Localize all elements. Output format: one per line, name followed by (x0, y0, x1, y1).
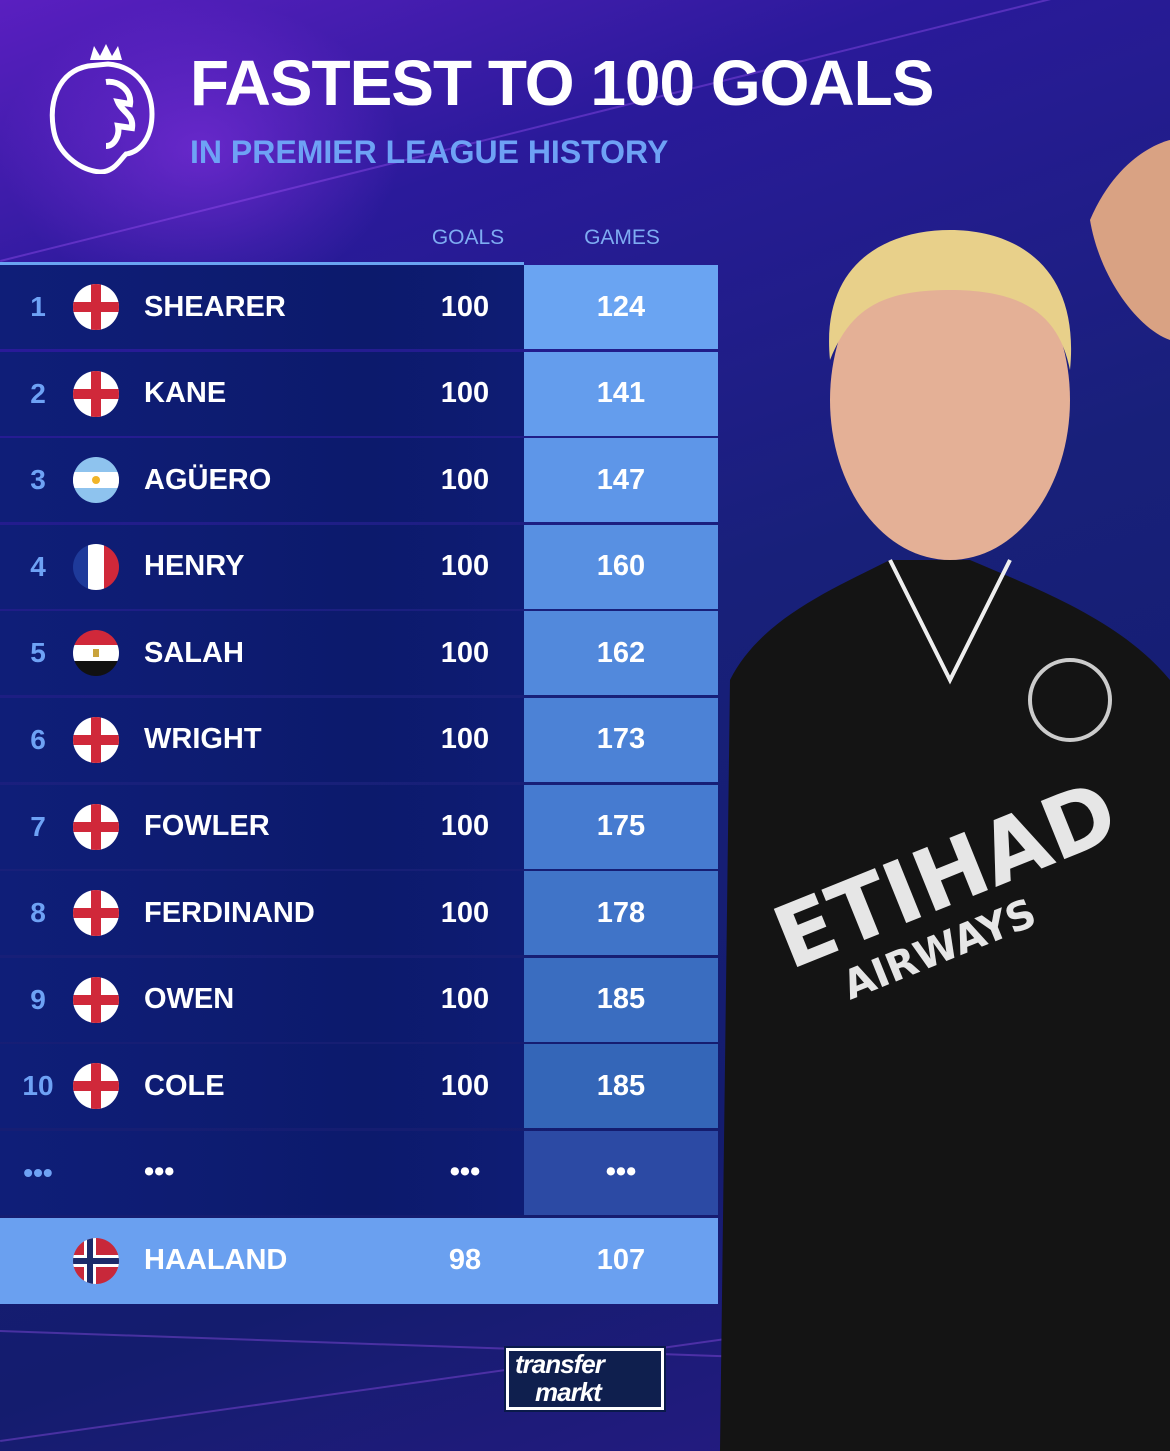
games-value: 160 (596, 550, 646, 583)
player-name: HENRY (144, 550, 245, 583)
table-row: 4 HENRY 100 160 (0, 524, 718, 609)
goals-value: 100 (440, 550, 490, 583)
ranking-table: 1 SHEARER 100 124 2 KANE 100 141 3 AGÜERO 100 147 4 H… (0, 262, 718, 1306)
rank: 5 (30, 637, 46, 669)
column-header-games: GAMES (584, 226, 660, 249)
goals-value: 100 (440, 377, 490, 410)
games-cell-bg (524, 524, 718, 609)
player-name: HAALAND (144, 1244, 288, 1277)
games-value: 162 (596, 636, 646, 669)
games-value: 175 (596, 810, 646, 843)
games-cell-bg (524, 957, 718, 1042)
row-bg (0, 1130, 524, 1215)
games-cell-bg (524, 1217, 718, 1304)
background-glow (0, 0, 400, 300)
rank: 1 (30, 291, 46, 322)
page-title: FASTEST TO 100 GOALS (190, 47, 934, 119)
games-value: 173 (596, 723, 646, 756)
games-value: 107 (596, 1244, 646, 1277)
flag-england-icon (72, 976, 120, 1024)
games-cell-bg (524, 784, 718, 869)
rank: ••• (23, 1156, 53, 1188)
player-name: KANE (144, 377, 227, 410)
games-cell-bg (524, 265, 718, 349)
games-cell-bg (524, 697, 718, 782)
table-row: 7 FOWLER 100 175 (0, 784, 718, 869)
games-cell-bg (524, 871, 718, 956)
table-row: 8 FERDINAND 100 178 (0, 871, 718, 956)
flag-egypt-icon (72, 629, 120, 677)
games-cell-bg (524, 351, 718, 436)
goals-value: 100 (440, 896, 490, 929)
flag-england-icon (72, 283, 120, 331)
premier-league-logo (49, 44, 155, 174)
table-row: 10 COLE 100 185 (0, 1044, 718, 1129)
table-row: 2 KANE 100 141 (0, 351, 718, 436)
rank: 6 (30, 723, 46, 755)
goals-value: 98 (448, 1244, 482, 1277)
flag-england-icon (72, 1062, 120, 1110)
flag-england-icon (72, 716, 120, 764)
games-value: 124 (596, 290, 646, 323)
flag-argentina-icon (72, 456, 120, 504)
highlight-row: HAALAND 98 107 (0, 1217, 718, 1304)
flag-france-icon (72, 543, 120, 591)
games-cell-bg (524, 1130, 718, 1215)
page-subtitle: IN PREMIER LEAGUE HISTORY (190, 134, 669, 170)
goals-value: 100 (440, 723, 490, 756)
player-name: COLE (144, 1069, 225, 1102)
player-name: ••• (144, 1156, 175, 1189)
rank: 9 (30, 983, 46, 1015)
rank: 8 (30, 897, 46, 929)
table-row: 9 OWEN 100 185 (0, 957, 718, 1042)
player-name: SALAH (144, 636, 244, 669)
goals-value: 100 (440, 1069, 490, 1102)
goals-value: 100 (440, 290, 490, 323)
table-row: ••• ••• ••• ••• (0, 1130, 718, 1215)
flag-england-icon (72, 803, 120, 851)
table-row: 1 SHEARER 100 124 (0, 265, 718, 349)
games-value: 178 (596, 896, 646, 929)
rank: 10 (22, 1070, 54, 1102)
rank: 2 (30, 377, 46, 409)
games-cell-bg (524, 438, 718, 523)
transfermarkt-logo: transfer markt (504, 1346, 666, 1412)
player-name: FERDINAND (144, 896, 315, 929)
games-value: 185 (596, 983, 646, 1016)
player-name: SHEARER (144, 290, 286, 323)
games-value: 141 (596, 377, 646, 410)
brand-line1: transfer (515, 1349, 605, 1379)
games-cell-bg (524, 611, 718, 696)
flag-norway-icon (72, 1237, 120, 1285)
goals-value: 100 (440, 983, 490, 1016)
player-photo: ETIHAD AIRWAYS (720, 140, 1170, 1451)
goals-value: 100 (440, 810, 490, 843)
goals-value: 100 (440, 463, 490, 496)
flag-england-icon (72, 889, 120, 937)
brand-line2: markt (535, 1377, 602, 1407)
rank: 7 (30, 810, 46, 842)
goals-value: 100 (440, 636, 490, 669)
player-name: OWEN (144, 983, 235, 1016)
rank: 4 (30, 550, 46, 582)
games-value: 185 (596, 1069, 646, 1102)
table-top-line (0, 262, 524, 265)
goals-value: ••• (449, 1156, 481, 1189)
player-name: WRIGHT (144, 723, 262, 756)
column-header-goals: GOALS (431, 226, 505, 249)
rank: 3 (30, 464, 46, 496)
player-name: FOWLER (144, 810, 270, 843)
flag-england-icon (72, 370, 120, 418)
player-name: AGÜERO (144, 463, 272, 496)
table-row: 5 SALAH 100 162 (0, 611, 718, 696)
games-value: 147 (596, 463, 646, 496)
games-cell-bg (524, 1044, 718, 1129)
games-value: ••• (605, 1156, 637, 1189)
table-row: 6 WRIGHT 100 173 (0, 697, 718, 782)
table-row: 3 AGÜERO 100 147 (0, 438, 718, 523)
